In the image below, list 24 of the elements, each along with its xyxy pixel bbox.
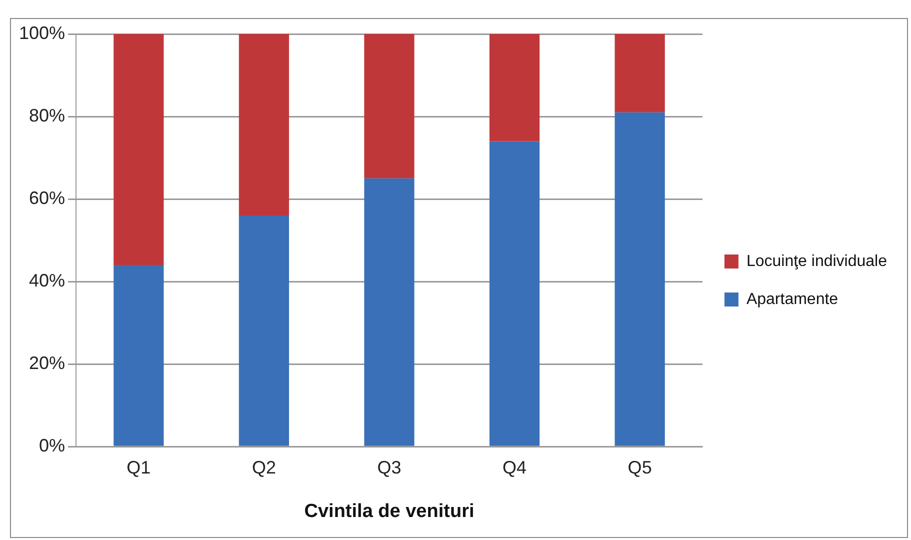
bar: [489, 34, 540, 142]
y-tick-label: 0%: [39, 436, 66, 456]
bar: [114, 34, 164, 266]
y-tick-label: 80%: [29, 105, 66, 126]
x-tick-label: Q5: [628, 457, 652, 478]
x-tick-label: Q2: [252, 457, 276, 478]
x-tick-label: Q3: [377, 457, 402, 478]
legend-label: Apartamente: [746, 290, 838, 308]
bar: [489, 141, 540, 446]
y-tick-label: 20%: [29, 353, 66, 374]
y-tick-label: 40%: [29, 270, 66, 291]
bar: [614, 112, 665, 446]
bar: [614, 34, 665, 112]
legend-label: Locuinţe individuale: [746, 252, 888, 270]
x-tick-label: Q4: [502, 457, 527, 478]
x-axis-title: Cvintila de venituri: [304, 500, 474, 522]
y-tick-label: 60%: [29, 188, 66, 208]
bar: [114, 265, 164, 446]
bar: [364, 34, 414, 178]
bar: [364, 178, 414, 446]
bar: [238, 34, 290, 216]
bar: [238, 216, 290, 446]
y-tick-label: 100%: [18, 22, 66, 43]
x-tick-label: Q1: [126, 457, 151, 478]
